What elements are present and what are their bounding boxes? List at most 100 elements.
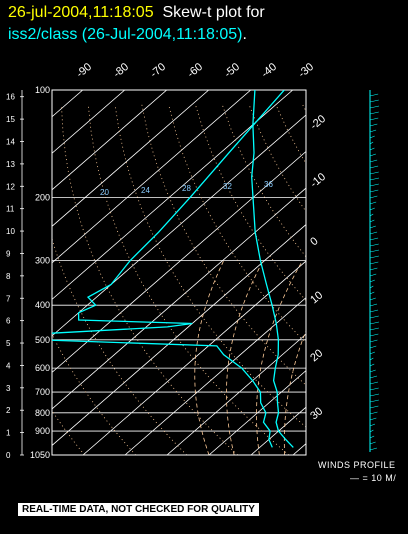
wind-profile <box>369 90 380 452</box>
height-tick-label: 0 <box>6 451 11 460</box>
top-temp-label: -30 <box>296 61 316 80</box>
isotherm-line <box>166 333 306 455</box>
pressure-tick-label: 400 <box>35 300 50 310</box>
pressure-tick-label: 600 <box>35 363 50 373</box>
wind-barb <box>369 375 378 379</box>
dry-adiabat-line <box>248 104 306 213</box>
wind-barb <box>369 249 380 253</box>
chart-title-suffix: Skew-t plot for <box>162 4 265 21</box>
height-tick-label: 10 <box>6 227 15 236</box>
height-tick-label: 13 <box>6 160 15 169</box>
grid-layer <box>52 90 408 455</box>
chart-title: 26-jul-2004,11:18:05 Skew-t plot for <box>8 4 265 22</box>
right-temp-label: 30 <box>308 405 325 422</box>
height-tick-label: 11 <box>6 205 15 214</box>
wind-barb <box>369 141 374 145</box>
moist-adiabat-line <box>256 260 303 455</box>
wind-barb <box>369 159 378 163</box>
height-tick-label: 3 <box>6 384 11 393</box>
pressure-tick-label: 200 <box>35 193 50 203</box>
dry-adiabat-line <box>141 104 306 386</box>
right-temp-label: -10 <box>308 171 328 190</box>
wind-barb <box>369 291 375 295</box>
chart-subtitle: iss2/class (26-Jul-2004,11:18:05) <box>8 26 243 43</box>
dry-adiabat-line <box>221 104 306 258</box>
wind-barb <box>369 261 379 265</box>
label-layer: 1002003004005006007008009001050012345678… <box>6 61 328 460</box>
wind-barb <box>369 243 379 247</box>
dry-adiabat-line <box>52 409 85 455</box>
height-tick-label: 7 <box>6 294 11 303</box>
top-temp-label: -40 <box>259 61 279 80</box>
wind-barb <box>369 99 379 103</box>
isotherm-line <box>124 297 306 455</box>
wind-barb <box>369 273 377 277</box>
wind-barb <box>369 447 378 451</box>
dry-adiabat-line <box>168 104 306 344</box>
wind-barb <box>369 195 378 199</box>
top-temp-label: -70 <box>148 61 168 80</box>
isotherm-line <box>82 260 306 455</box>
isotherm-line <box>250 406 306 455</box>
series-layer <box>52 90 294 448</box>
isotherm-line <box>52 90 168 191</box>
isotherm-line <box>52 187 306 410</box>
wind-barb <box>369 345 377 349</box>
wind-barb <box>369 189 379 193</box>
wind-barb <box>369 93 379 97</box>
dry-adiabat-line <box>52 237 188 455</box>
dry-adiabat-line <box>87 104 290 455</box>
pressure-tick-label: 800 <box>35 408 50 418</box>
isotherm-line <box>52 90 252 264</box>
height-tick-label: 2 <box>6 406 11 415</box>
wind-barb <box>369 219 375 223</box>
pressure-tick-label: 500 <box>35 335 50 345</box>
dry-adiabat-line <box>383 105 408 455</box>
wind-barb <box>369 417 377 421</box>
wind-barb <box>369 135 375 139</box>
top-temp-label: -90 <box>74 61 94 80</box>
dry-adiabat-line <box>356 105 408 455</box>
wind-barb <box>369 279 375 283</box>
wind-barb <box>369 129 377 133</box>
isotherm-line <box>52 90 126 154</box>
isotherm-line <box>208 370 306 455</box>
pressure-tick-label: 300 <box>35 256 50 266</box>
wind-barb <box>369 339 378 343</box>
wind-barb <box>369 177 380 181</box>
wind-barb <box>369 165 379 169</box>
top-temp-label: -80 <box>111 61 131 80</box>
height-tick-label: 9 <box>6 249 11 258</box>
isotherm-line <box>377 90 408 455</box>
height-tick-label: 15 <box>6 115 15 124</box>
wind-barb <box>369 147 375 151</box>
quality-disclaimer: REAL-TIME DATA, NOT CHECKED FOR QUALITY <box>18 503 259 516</box>
isotherm-line <box>52 114 306 337</box>
wind-barb <box>369 321 380 325</box>
wind-barb <box>369 201 377 205</box>
wind-barb <box>369 183 379 187</box>
wind-barb <box>369 285 374 289</box>
wind-barb <box>369 315 379 319</box>
chart-subtitle-line: iss2/class (26-Jul-2004,11:18:05). <box>8 26 247 44</box>
wind-barb <box>369 105 380 109</box>
wind-barb <box>369 171 379 175</box>
mixing-ratio-label: 32 <box>223 182 232 191</box>
wind-barb <box>369 351 375 355</box>
sounding-temperature-line <box>251 90 294 448</box>
wind-barb <box>369 297 376 301</box>
wind-barb <box>369 117 379 121</box>
mixing-ratio-label: 20 <box>100 188 109 197</box>
dry-adiabat-line <box>330 105 408 455</box>
mixing-ratio-label: 28 <box>182 184 191 193</box>
wind-barb <box>369 381 379 385</box>
wind-barb <box>369 357 374 361</box>
wind-barb <box>369 111 379 115</box>
wind-barb <box>369 255 379 259</box>
wind-barb <box>369 429 374 433</box>
isotherm-line <box>52 90 210 227</box>
wind-barb <box>369 369 376 373</box>
dry-adiabat-line <box>61 104 239 455</box>
wind-barb <box>369 225 376 229</box>
